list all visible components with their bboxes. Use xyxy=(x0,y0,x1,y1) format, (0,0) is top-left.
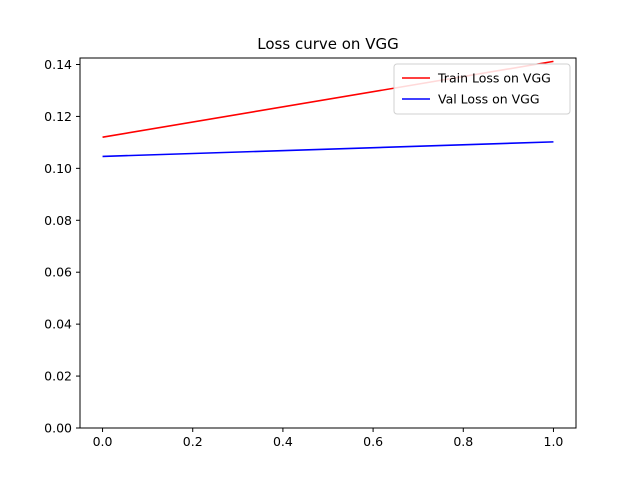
y-tick-label: 0.00 xyxy=(44,421,72,436)
y-tick-label: 0.06 xyxy=(44,265,72,280)
legend-box xyxy=(393,63,571,115)
y-tick-label: 0.14 xyxy=(44,57,72,72)
x-tick-label: 0.6 xyxy=(363,434,383,449)
legend-label: Train Loss on VGG xyxy=(437,71,551,86)
y-tick-label: 0.02 xyxy=(44,369,72,384)
y-tick-label: 0.04 xyxy=(44,317,72,332)
y-tick-label: 0.12 xyxy=(44,109,72,124)
x-tick-label: 0.8 xyxy=(453,434,473,449)
chart-title: Loss curve on VGG xyxy=(257,35,398,53)
x-tick-label: 0.0 xyxy=(93,434,113,449)
legend-label: Val Loss on VGG xyxy=(438,92,540,107)
y-axis-ticks: 0.00 0.02 0.04 0.06 0.08 0.10 0.12 0.14 xyxy=(44,57,80,436)
y-tick-label: 0.08 xyxy=(44,213,72,228)
legend: Train Loss on VGG Val Loss on VGG xyxy=(393,63,571,115)
plot-frame xyxy=(79,57,577,429)
x-tick-label: 1.0 xyxy=(544,434,564,449)
series-line-val-loss xyxy=(102,141,554,158)
x-axis-ticks: 0.0 0.2 0.4 0.6 0.8 1.0 xyxy=(93,428,564,449)
y-tick-label: 0.10 xyxy=(44,161,72,176)
x-tick-label: 0.4 xyxy=(273,434,293,449)
x-tick-label: 0.2 xyxy=(183,434,203,449)
